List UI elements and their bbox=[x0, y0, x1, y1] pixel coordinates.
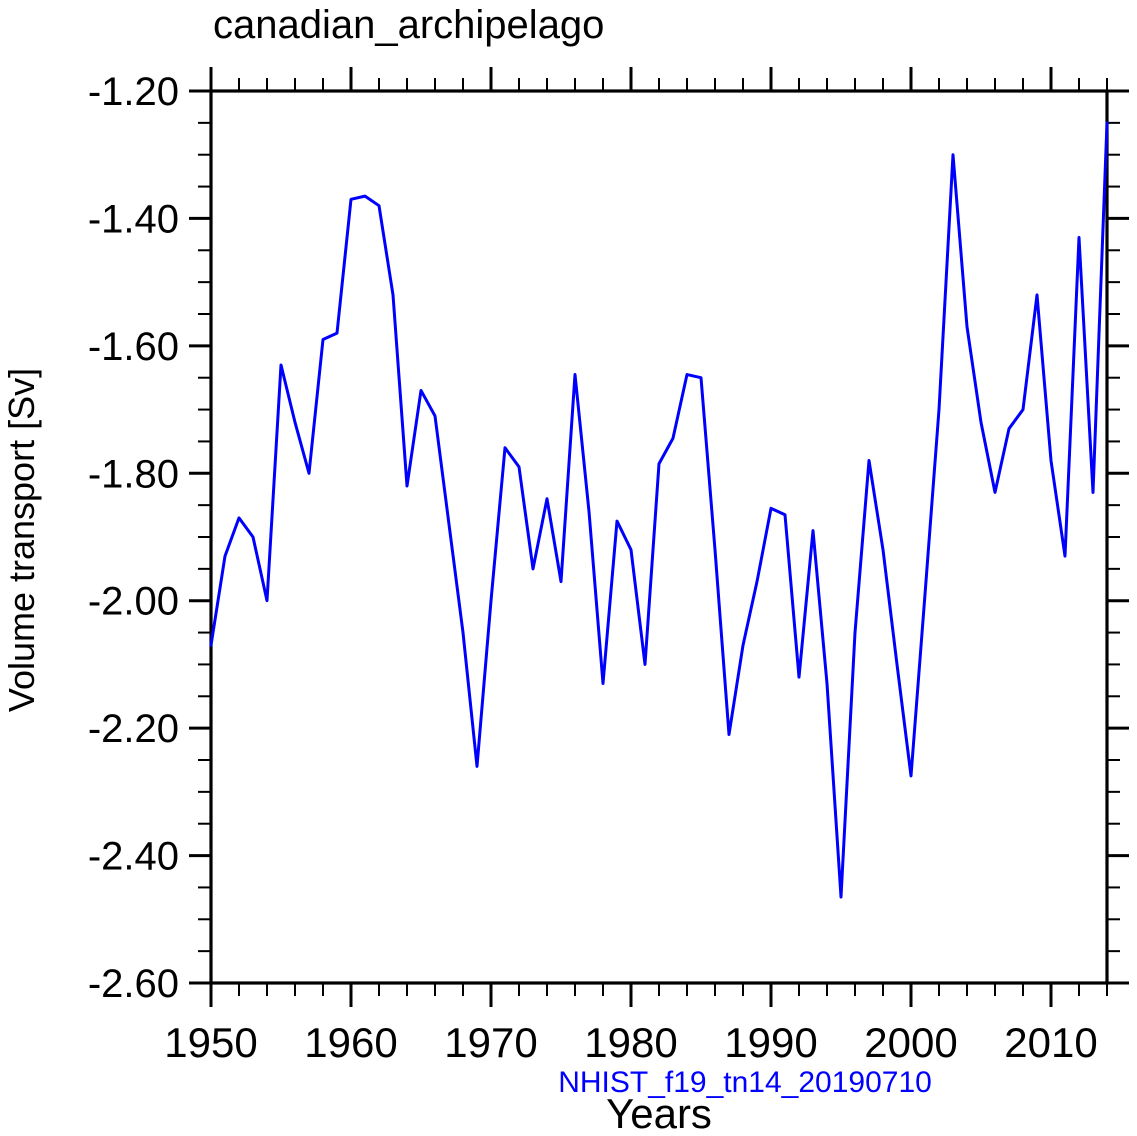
y-tick-label: -2.20 bbox=[88, 707, 179, 751]
y-tick-label: -2.60 bbox=[88, 962, 179, 1006]
x-tick-label: 2010 bbox=[1004, 1019, 1097, 1066]
run-annotation: NHIST_f19_tn14_20190710 bbox=[558, 1066, 932, 1099]
chart-title: canadian_archipelago bbox=[213, 3, 604, 47]
x-tick-label: 1980 bbox=[584, 1019, 677, 1066]
x-axis-label: Years bbox=[606, 1090, 712, 1136]
volume-transport-series bbox=[209, 121, 1109, 899]
plot-frame bbox=[209, 89, 1109, 985]
y-axis-label: Volume transport [Sv] bbox=[1, 368, 42, 712]
y-tick-label: -1.80 bbox=[88, 452, 179, 496]
y-tick-label: -1.40 bbox=[88, 197, 179, 241]
y-tick-label: -2.40 bbox=[88, 835, 179, 879]
x-tick-label: 2000 bbox=[864, 1019, 957, 1066]
x-tick-label: 1960 bbox=[304, 1019, 397, 1066]
y-axis-ticks: -1.20 -1.40 -1.60 -1.80 -2.00 -2.20 -2.40 -2.60 bbox=[88, 70, 1129, 1006]
x-tick-label: 1990 bbox=[724, 1019, 817, 1066]
y-tick-label: -1.60 bbox=[88, 325, 179, 369]
x-tick-label: 1970 bbox=[444, 1019, 537, 1066]
y-tick-label: -2.00 bbox=[88, 580, 179, 624]
x-axis-ticks: 1950 1960 1970 1980 1990 2000 2010 bbox=[164, 67, 1108, 1066]
x-tick-label: 1950 bbox=[164, 1019, 257, 1066]
y-tick-label: -1.20 bbox=[88, 70, 179, 114]
